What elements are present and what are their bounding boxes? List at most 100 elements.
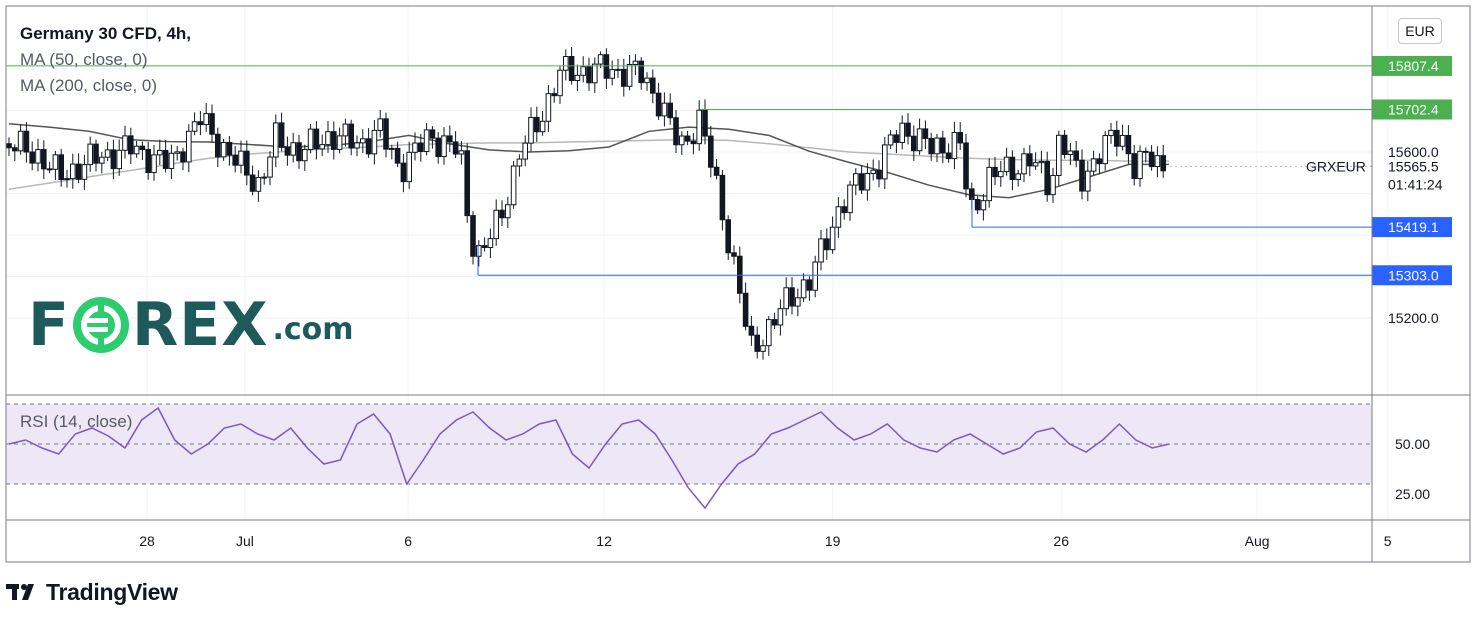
candle-body bbox=[313, 128, 320, 150]
candle-body bbox=[302, 148, 308, 162]
candle-body bbox=[783, 287, 790, 310]
candle-body bbox=[284, 146, 291, 156]
candle-body bbox=[481, 245, 488, 249]
candle-body bbox=[52, 154, 59, 170]
candle-body bbox=[191, 121, 198, 132]
x-tick-label: 19 bbox=[825, 533, 841, 549]
candle-body bbox=[296, 142, 302, 162]
candle-body bbox=[597, 54, 604, 65]
candle-body bbox=[882, 144, 888, 180]
candle-body bbox=[673, 117, 679, 146]
candle-body bbox=[1050, 174, 1056, 196]
candle-body bbox=[371, 129, 378, 155]
candle-body bbox=[824, 238, 830, 251]
candle-body bbox=[696, 109, 703, 145]
tradingview-logo[interactable]: TradingView bbox=[6, 578, 178, 606]
candle-body bbox=[957, 132, 964, 144]
price-tick-label: 15200.0 bbox=[1388, 310, 1439, 326]
forex-logo-domain: .com bbox=[272, 311, 354, 347]
candle-body bbox=[516, 158, 523, 167]
candle-body bbox=[145, 148, 151, 174]
candle-body bbox=[603, 54, 610, 79]
candle-body bbox=[539, 120, 546, 133]
candle-body bbox=[505, 204, 511, 219]
candle-body bbox=[400, 162, 407, 183]
candle-body bbox=[870, 169, 877, 174]
candle-body bbox=[17, 130, 24, 152]
currency-button[interactable]: EUR bbox=[1398, 18, 1442, 44]
candle-body bbox=[760, 345, 766, 352]
x-tick-label: Jul bbox=[236, 533, 254, 549]
candle-body bbox=[1125, 134, 1132, 155]
level-price-tag bbox=[1372, 217, 1452, 238]
candle-body bbox=[841, 206, 848, 214]
candle-body bbox=[1009, 156, 1016, 180]
candle-body bbox=[510, 165, 517, 206]
level-price-tag bbox=[1372, 265, 1452, 286]
candle-body bbox=[545, 93, 552, 122]
candle-body bbox=[435, 137, 441, 158]
level-price-label: 15807.4 bbox=[1388, 58, 1439, 74]
candle-body bbox=[812, 261, 819, 291]
candle-body bbox=[853, 173, 859, 186]
candle-body bbox=[609, 69, 616, 79]
candle-body bbox=[70, 163, 76, 180]
candle-body bbox=[1143, 150, 1149, 153]
candle-body bbox=[6, 143, 12, 149]
candle-body bbox=[568, 56, 575, 81]
candle-body bbox=[615, 68, 621, 71]
candle-body bbox=[934, 137, 940, 155]
candle-body bbox=[1137, 150, 1143, 179]
candle-body bbox=[1114, 129, 1120, 147]
ma50-legend: MA (50, close, 0) bbox=[20, 50, 148, 69]
candle-body bbox=[1085, 170, 1091, 192]
candle-body bbox=[818, 238, 824, 263]
candle-body bbox=[110, 149, 117, 170]
candle-body bbox=[1148, 151, 1155, 168]
candle-body bbox=[528, 116, 534, 144]
candle-body bbox=[226, 141, 233, 156]
candle-body bbox=[551, 93, 558, 97]
candle-body bbox=[197, 121, 204, 126]
candle-body bbox=[209, 113, 215, 135]
candle-body bbox=[365, 138, 372, 155]
candle-body bbox=[464, 150, 470, 217]
ma50-line bbox=[8, 123, 1169, 199]
candle-body bbox=[441, 135, 447, 158]
candle-body bbox=[945, 152, 952, 160]
candle-body bbox=[928, 138, 935, 155]
candle-body bbox=[1032, 162, 1039, 167]
candle-body bbox=[1061, 134, 1068, 156]
level-price-label: 15303.0 bbox=[1388, 267, 1439, 283]
candle-body bbox=[174, 151, 180, 154]
level-price-label: 15702.4 bbox=[1388, 102, 1439, 118]
candle-body bbox=[423, 129, 430, 153]
candle-body bbox=[1096, 158, 1103, 165]
candle-body bbox=[249, 174, 256, 192]
tradingview-icon bbox=[6, 584, 34, 600]
candle-body bbox=[104, 149, 111, 158]
candle-body bbox=[771, 319, 778, 326]
candle-body bbox=[81, 164, 88, 180]
candle-body bbox=[133, 145, 140, 155]
ma200-line bbox=[8, 138, 1169, 191]
candle-body bbox=[336, 135, 343, 150]
candle-body bbox=[470, 215, 476, 257]
candle-body bbox=[493, 209, 499, 240]
candle-body bbox=[864, 172, 871, 191]
candle-body bbox=[592, 63, 598, 84]
candle-body bbox=[940, 137, 946, 154]
candle-body bbox=[75, 163, 82, 180]
candle-body bbox=[447, 135, 453, 143]
candle-body bbox=[394, 147, 401, 164]
candle-body bbox=[522, 142, 529, 160]
candle-body bbox=[922, 128, 929, 140]
candle-body bbox=[992, 166, 998, 178]
candle-body bbox=[122, 135, 128, 151]
forex-logo: F REX .com bbox=[28, 290, 354, 360]
candle-body bbox=[795, 297, 801, 307]
candle-body bbox=[458, 150, 465, 155]
candle-body bbox=[690, 140, 697, 145]
candle-body bbox=[429, 129, 436, 139]
